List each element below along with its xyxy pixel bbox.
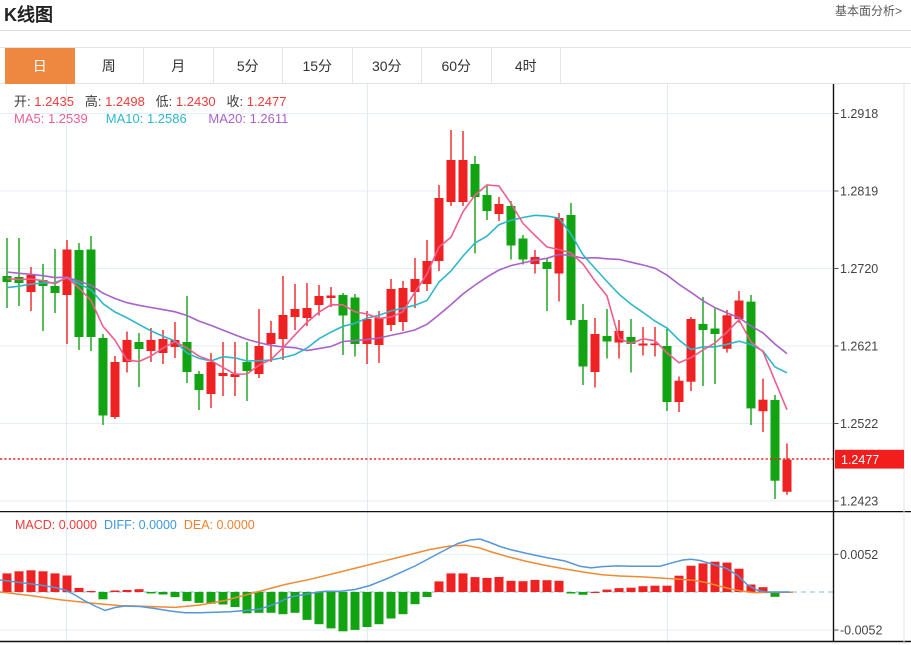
svg-text:0.0052: 0.0052: [840, 548, 878, 562]
svg-text:1.2720: 1.2720: [840, 262, 878, 276]
svg-text:1.2621: 1.2621: [840, 340, 878, 354]
svg-text:1.2477: 1.2477: [841, 453, 879, 467]
svg-text:1.2522: 1.2522: [840, 417, 878, 431]
svg-text:-0.0052: -0.0052: [840, 624, 882, 638]
svg-text:1.2423: 1.2423: [840, 495, 878, 509]
svg-text:1.2918: 1.2918: [840, 107, 878, 121]
svg-text:1.2819: 1.2819: [840, 185, 878, 199]
